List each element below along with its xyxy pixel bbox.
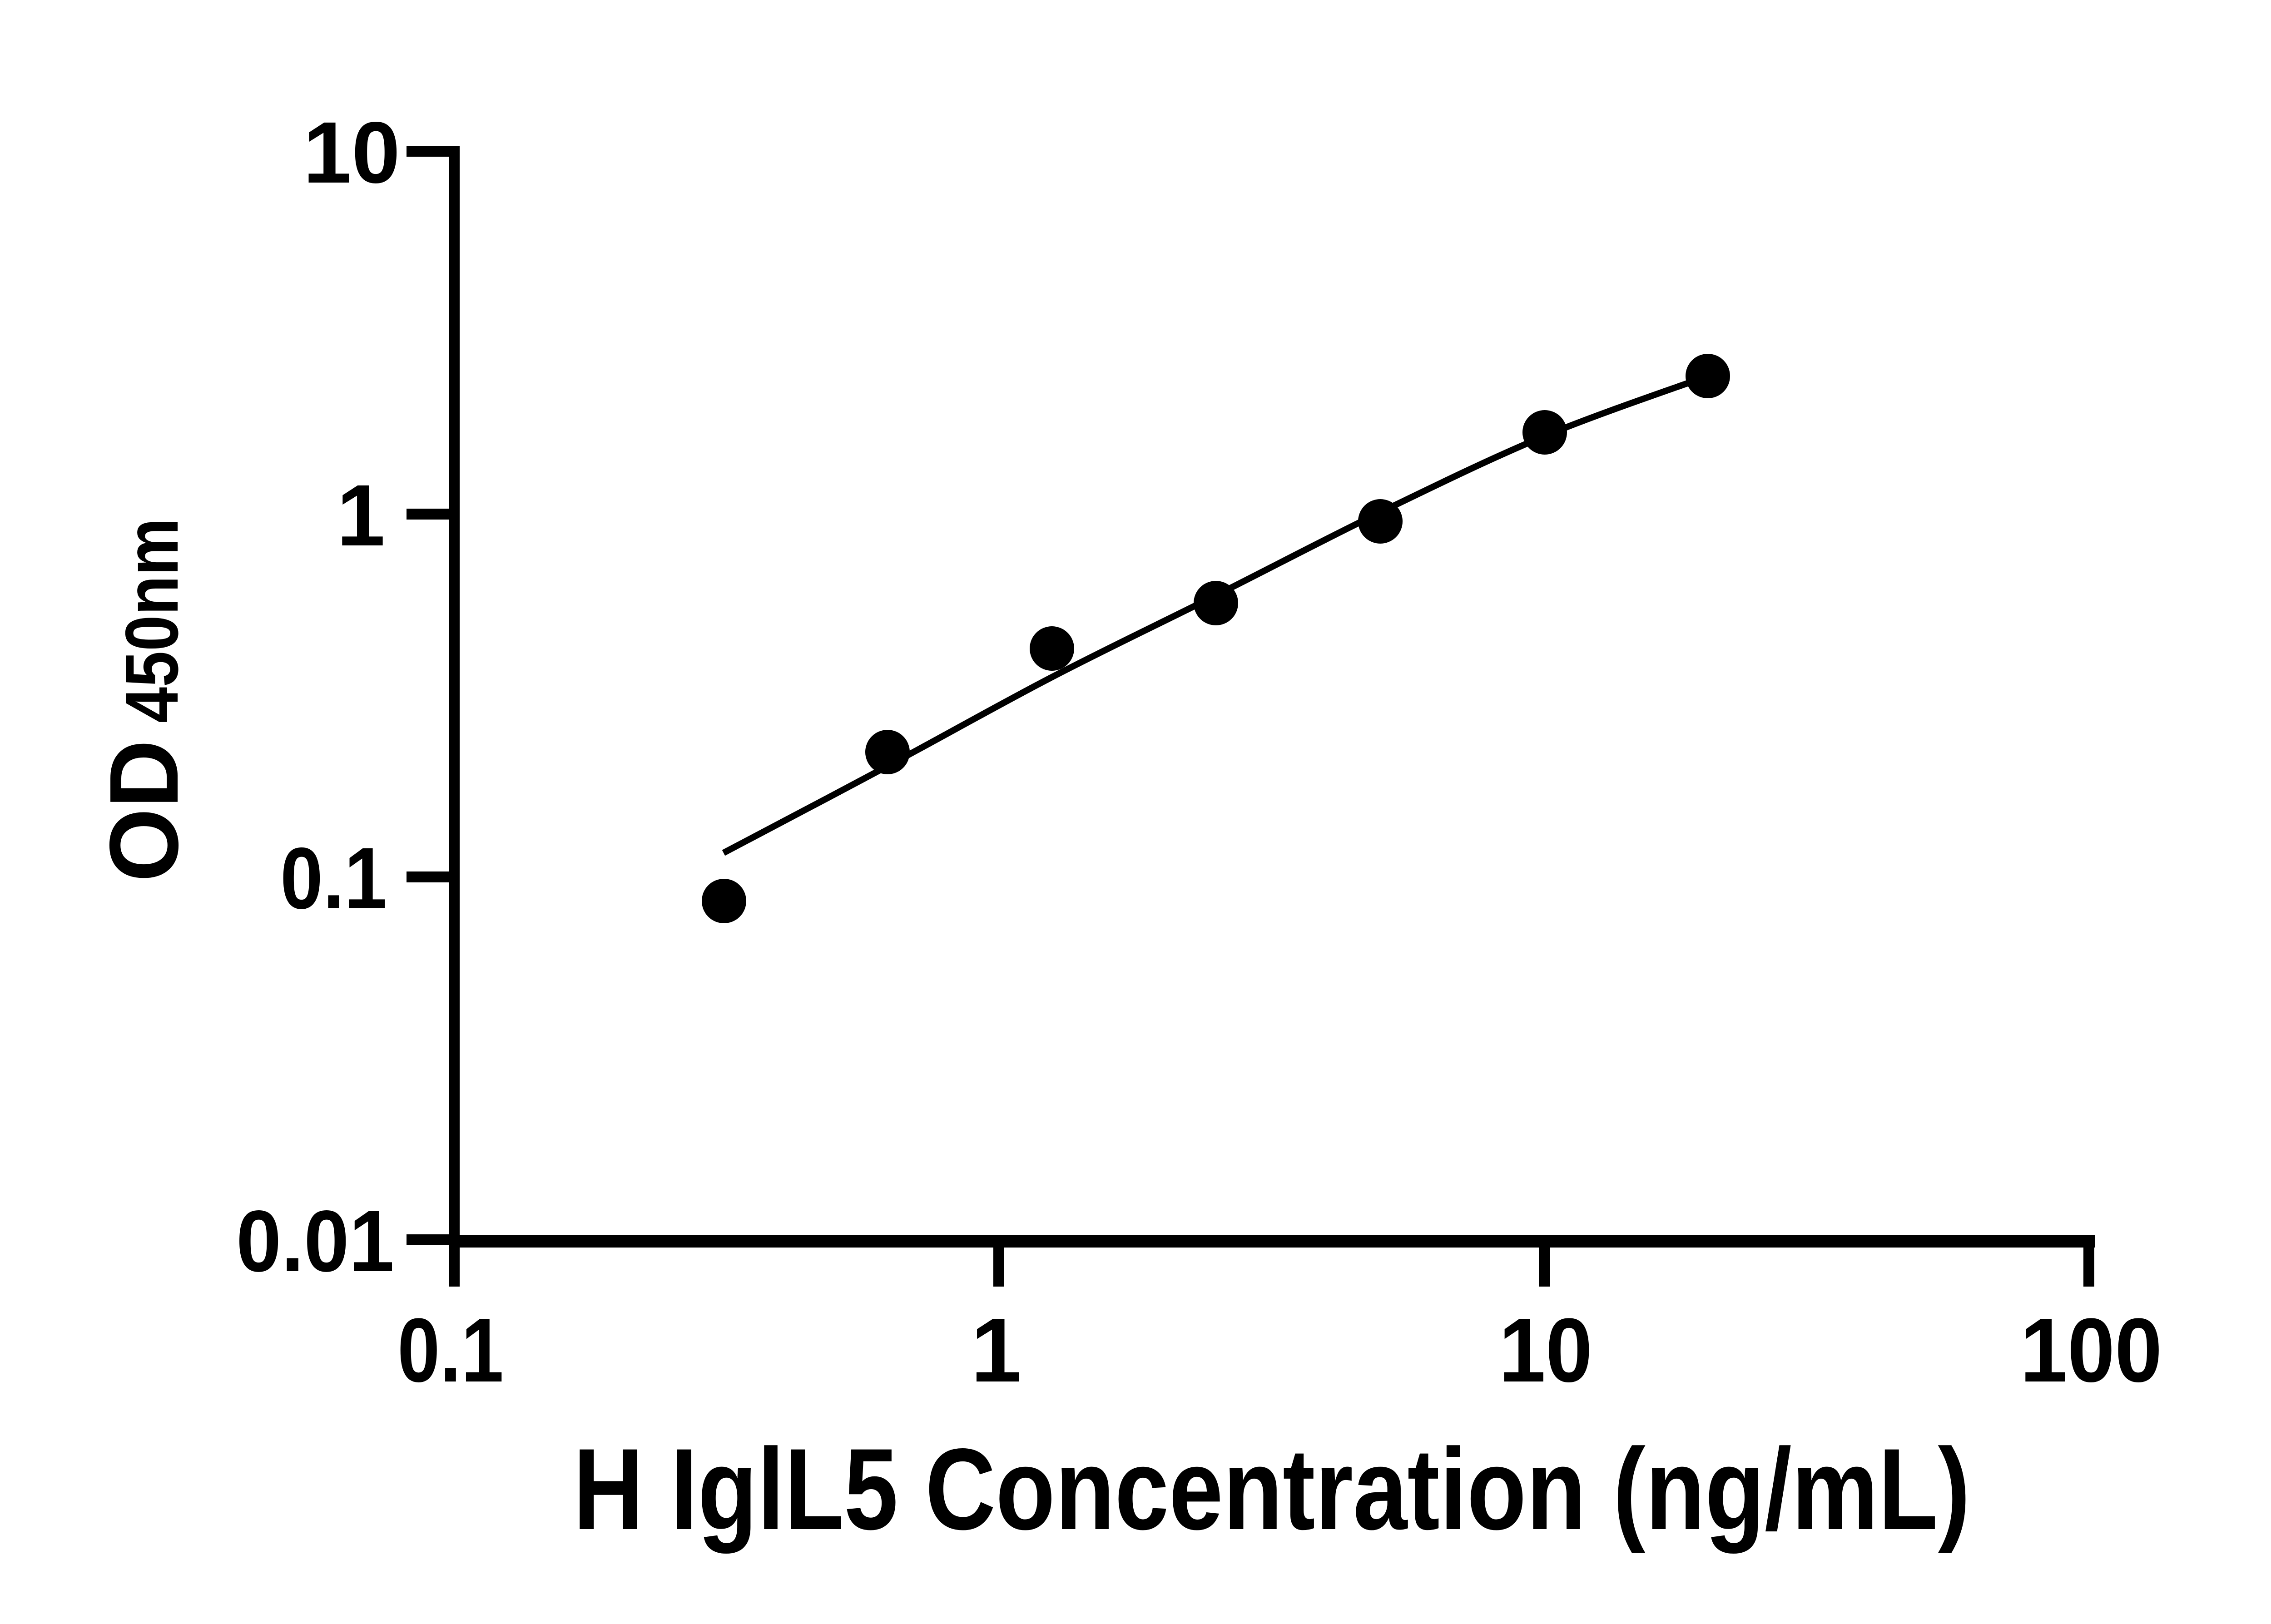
svg-text:450nm: 450nm — [110, 518, 193, 723]
svg-text:H IglL5 Concentration (ng/mL): H IglL5 Concentration (ng/mL) — [573, 1425, 1970, 1554]
svg-text:10: 10 — [303, 104, 400, 201]
svg-text:100: 100 — [2020, 1300, 2162, 1401]
svg-text:0.1: 0.1 — [280, 829, 387, 927]
svg-text:0.01: 0.01 — [236, 1192, 394, 1290]
svg-text:1: 1 — [971, 1300, 1021, 1401]
svg-text:0.1: 0.1 — [397, 1300, 504, 1401]
svg-text:1: 1 — [337, 466, 385, 564]
svg-text:OD: OD — [89, 740, 198, 882]
svg-text:10: 10 — [1499, 1300, 1592, 1401]
